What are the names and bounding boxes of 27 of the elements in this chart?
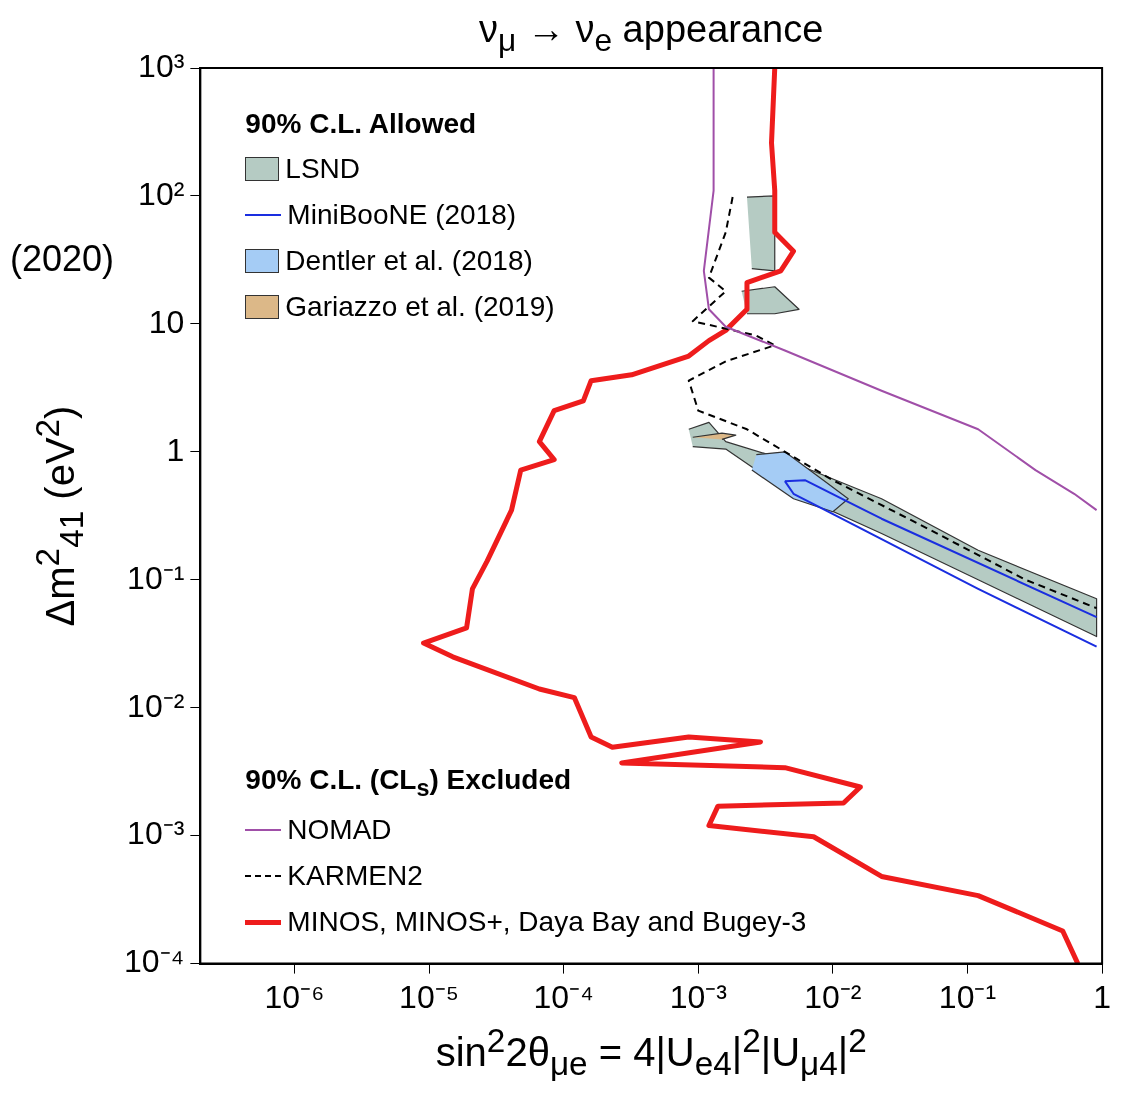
x-tick-label: 10⁻⁵ xyxy=(399,978,459,1015)
y-tick-label: 10 xyxy=(148,303,185,340)
y-tick-label: 10² xyxy=(138,175,185,212)
y-tick-label: 10⁻¹ xyxy=(127,559,185,596)
text: sin$^{2}$2θ$_{μe}$ = 4|U$_{e4}$|$^{2}$|U$_{μ4}$|$^{2}$ xyxy=(435,1021,867,1082)
y-tick-label: 10⁻⁴ xyxy=(124,943,185,980)
x-tick-label: 10⁻³ xyxy=(669,978,728,1015)
legend-label: NOMAD xyxy=(287,814,392,847)
x-tick-label: 10⁻⁴ xyxy=(533,978,594,1015)
legend-label: MiniBooNE (2018) xyxy=(287,199,517,231)
annotation: 90% C.L. Allowed xyxy=(245,108,478,140)
y-tick-label: 10⁻² xyxy=(127,687,185,724)
legend-label: Gariazzo et al. (2019) xyxy=(285,291,555,323)
legend-label: Dentler et al. (2018) xyxy=(285,245,533,277)
y-tick-label: 1 xyxy=(166,431,185,468)
y-tick-label: 10⁻³ xyxy=(127,815,185,852)
x-tick-label: 10⁻¹ xyxy=(938,978,997,1015)
legend-label: KARMEN2 xyxy=(287,860,423,893)
annotation: 90% C.L. (CL$_{s}$) Excluded xyxy=(245,763,573,802)
y-tick-label: 10³ xyxy=(138,47,185,84)
x-tick-label: 1 xyxy=(1093,978,1111,1015)
chart-title: ν$_{μ}$ → ν$_{e}$ appearance xyxy=(478,8,825,59)
legend-label: MINOS, MINOS+, Daya Bay and Bugey-3 xyxy=(287,906,807,939)
legend-label: LSND xyxy=(285,153,361,185)
x-tick-label: 10⁻⁶ xyxy=(264,978,325,1015)
x-tick-label: 10⁻² xyxy=(804,978,862,1015)
text: (2020) xyxy=(10,238,115,280)
